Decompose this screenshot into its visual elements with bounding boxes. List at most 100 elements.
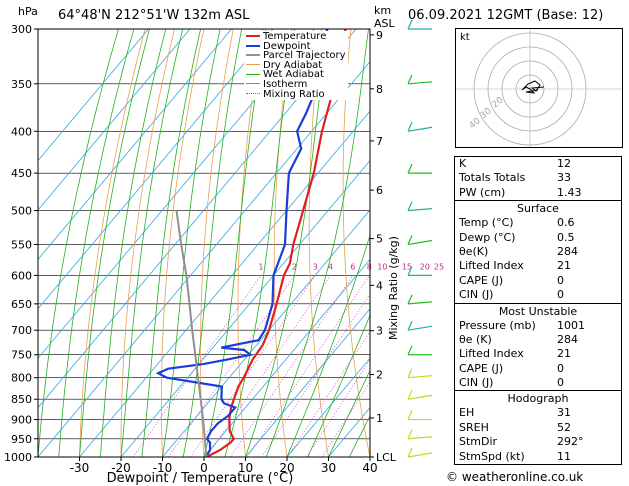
surface-row: Dewp (°C) 0.5 [455, 231, 621, 245]
hodograph-unit-label: kt [460, 32, 470, 43]
km-unit-label: km [374, 4, 392, 17]
pressure-tick-label: 300 [11, 23, 32, 36]
wind-barb [407, 452, 433, 458]
mixing-ratio-line [321, 381, 370, 457]
legend-item-wet-adiabat: Wet Adiabat [246, 70, 346, 80]
mixing-ratio-label: 25 [434, 262, 444, 271]
row-label: Lifted Index [459, 347, 524, 361]
wind-barb-flag [407, 122, 413, 132]
height-tick-label: 9 [376, 29, 383, 42]
most-unstable-title: Most Unstable [498, 304, 578, 318]
surface-row: Lifted Index 21 [455, 259, 621, 273]
legend-item-mixing-ratio: Mixing Ratio [246, 89, 346, 100]
dry-adiabat-line [79, 29, 146, 457]
legend-item-dewpoint: Dewpoint [246, 41, 346, 52]
row-value: 21 [557, 347, 571, 361]
mixing-ratio-line [287, 330, 370, 457]
temperature-tick-label: 30 [321, 461, 336, 475]
mixing-ratio-label: 4 [328, 262, 333, 271]
isotherm-line [38, 29, 232, 261]
row-label: CIN (J) [459, 376, 494, 390]
hodograph-panel: kt 40 30 20 [455, 28, 623, 148]
mixing-ratio-label: 15 [402, 262, 412, 271]
location-title: 64°48'N 212°51'W 132m ASL [58, 8, 250, 23]
row-value: 0.5 [557, 230, 575, 244]
legend-item-dry-adiabat: Dry Adiabat [246, 60, 346, 71]
row-label: StmDir [459, 435, 498, 449]
height-tick-label: 2 [376, 369, 383, 382]
row-label: SREH [459, 420, 489, 434]
row-value: 284 [557, 244, 578, 258]
isotherm-line [38, 61, 370, 457]
height-tick-label: 3 [376, 325, 383, 338]
wet-adiabat-line [203, 29, 267, 457]
mixing-ratio-line [229, 275, 354, 457]
indices-row-tt: Totals Totals 33 [455, 171, 621, 185]
wet-adiabat-line [141, 29, 201, 457]
temperature-tick-label: 10 [238, 461, 253, 475]
row-label: EH [459, 406, 475, 420]
indices-row-k: K 12 [455, 157, 621, 171]
wind-barb-flag [407, 368, 413, 378]
mixing-ratio-label: 6 [350, 262, 355, 271]
isotherm-line [38, 29, 149, 162]
dry-adiabat-line [160, 29, 205, 457]
most-unstable-row: Pressure (mb) 1001 [455, 319, 621, 333]
mixing-ratio-label: 3 [313, 262, 318, 271]
pressure-tick-label: 750 [11, 349, 32, 362]
height-tick-label: LCL [376, 451, 397, 464]
wet-adiabat-line [286, 233, 370, 457]
most-unstable-row: θe (K) 284 [455, 333, 621, 347]
wind-barb [407, 239, 433, 246]
hodograph-table-row: StmSpd (kt) 11 [455, 450, 621, 464]
wind-barb [407, 394, 433, 400]
mixing-ratio-label: 8 [367, 262, 372, 271]
legend-item-isotherm: Isotherm [246, 79, 346, 90]
surface-row: Temp (°C) 0.6 [455, 216, 621, 230]
pressure-tick-label: 600 [11, 269, 32, 282]
wind-barb-flag [407, 266, 413, 276]
pressure-tick-label: 350 [11, 78, 32, 91]
wind-barb-flag [407, 345, 413, 355]
temperature-tick-label: -30 [70, 461, 90, 475]
mixing-ratio-line [206, 275, 331, 457]
asl-unit-label: ASL [374, 17, 395, 30]
row-label: CAPE (J) [459, 273, 504, 287]
copyright-text: © weatheronline.co.uk [446, 470, 584, 484]
row-value: 0 [557, 288, 564, 302]
wind-barb-flag [407, 429, 413, 440]
legend-item-temperature: Temperature [246, 32, 346, 42]
hodograph-trace [521, 80, 545, 92]
row-value: 292° [557, 435, 584, 449]
temperature-tick-label: 40 [362, 461, 377, 475]
pressure-tick-label: 700 [11, 324, 32, 337]
hodograph-table-row: EH 31 [455, 406, 621, 420]
mixing-ratio-label: 10 [377, 262, 387, 271]
pressure-tick-label: 800 [11, 372, 32, 385]
row-label: Dewp (°C) [459, 230, 516, 244]
hodograph-trace-2 [525, 88, 539, 94]
wet-adiabat-line [99, 29, 167, 457]
dry-adiabat-line [237, 29, 264, 457]
most-unstable-row: CAPE (J) 0 [455, 362, 621, 376]
isotherm-line [120, 159, 370, 457]
isotherm-line [38, 29, 274, 310]
wet-adiabat-line [38, 29, 119, 457]
row-value: 1001 [557, 318, 585, 332]
mixing-ratio-line [190, 275, 316, 457]
row-value: 0 [557, 361, 564, 375]
mixing-ratio-line [306, 358, 370, 457]
wind-barb [407, 325, 433, 331]
dry-adiabat-line [120, 29, 175, 457]
k-value: 12 [557, 157, 571, 170]
surface-row: θe(K) 284 [455, 245, 621, 259]
dry-adiabat-line [308, 29, 329, 457]
mixing-ratio-line [261, 293, 370, 457]
wind-barb [407, 81, 433, 85]
row-label: CAPE (J) [459, 361, 504, 375]
indices-row-pw: PW (cm) 1.43 [455, 186, 621, 200]
most-unstable-row: Lifted Index 21 [455, 347, 621, 361]
row-value: 31 [557, 406, 571, 420]
hodograph-table-title: Hodograph [507, 392, 569, 406]
